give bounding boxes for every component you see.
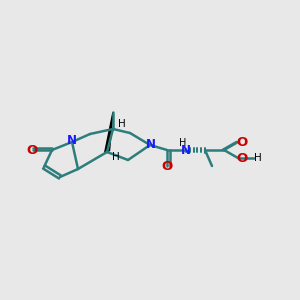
Text: O: O xyxy=(161,160,172,173)
Text: N: N xyxy=(181,143,191,157)
Text: N: N xyxy=(67,134,77,148)
Polygon shape xyxy=(104,112,113,154)
Text: N: N xyxy=(146,139,156,152)
Text: O: O xyxy=(26,143,38,157)
Text: H: H xyxy=(112,152,120,162)
Text: O: O xyxy=(236,136,247,148)
Text: H: H xyxy=(179,138,187,148)
Text: H: H xyxy=(118,119,126,129)
Text: H: H xyxy=(254,153,262,163)
Text: O: O xyxy=(236,152,247,164)
